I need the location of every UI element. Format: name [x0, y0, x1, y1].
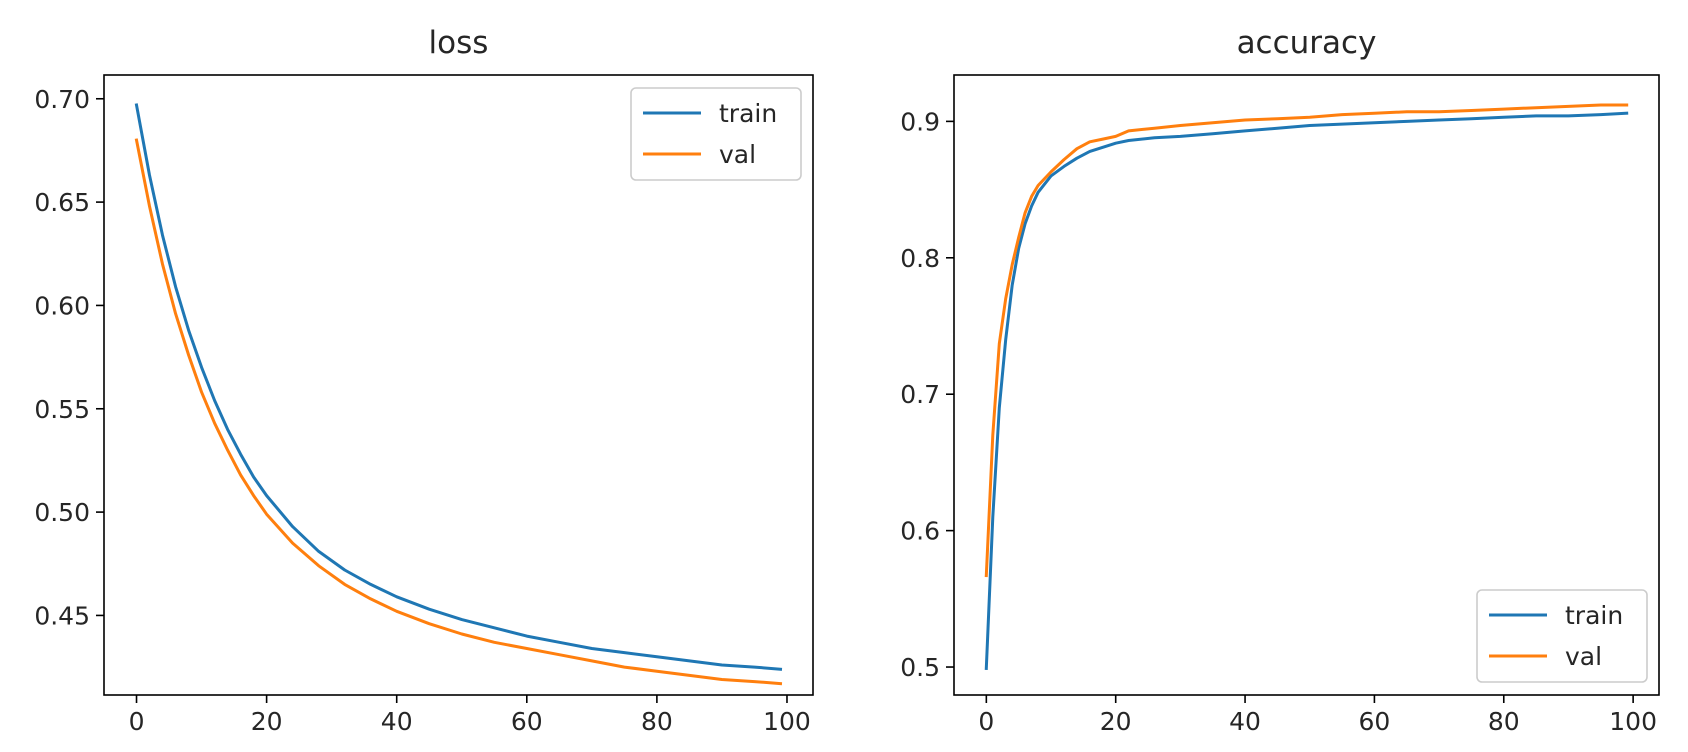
legend-label-train: train — [719, 99, 777, 128]
y-tick-label: 0.9 — [900, 107, 940, 136]
y-tick-label: 0.6 — [900, 517, 940, 546]
x-tick-label: 0 — [978, 707, 994, 736]
axes-frame — [953, 74, 1660, 696]
legend-box — [630, 87, 802, 181]
y-tick-label: 0.8 — [900, 244, 940, 273]
chart-title: loss — [429, 25, 489, 61]
series-line-train — [984, 111, 1629, 670]
legend: train val — [1476, 589, 1648, 683]
series-line-val — [984, 103, 1629, 578]
x-tick-label: 20 — [1100, 707, 1132, 736]
x-tick-label: 40 — [381, 707, 413, 736]
y-tick-label: 0.55 — [34, 395, 90, 424]
legend-label-val: val — [1565, 642, 1602, 671]
y-tick-label: 0.50 — [34, 498, 90, 527]
legend-box — [1476, 589, 1648, 683]
y-tick-label: 0.65 — [34, 188, 90, 217]
x-tick-label: 60 — [511, 707, 543, 736]
legend: train val — [630, 87, 802, 181]
legend-label-train: train — [1565, 601, 1623, 630]
series-line-train — [134, 103, 783, 671]
x-tick-label: 100 — [763, 707, 811, 736]
x-tick-label: 60 — [1359, 707, 1391, 736]
y-tick-label: 0.45 — [34, 601, 90, 630]
x-tick-label: 0 — [129, 707, 145, 736]
x-tick-label: 80 — [1488, 707, 1520, 736]
y-tick-label: 0.5 — [900, 653, 940, 682]
legend-label-val: val — [719, 140, 756, 169]
x-tick-label: 100 — [1609, 707, 1657, 736]
y-tick-label: 0.70 — [34, 85, 90, 114]
y-tick-label: 0.60 — [34, 291, 90, 320]
x-tick-label: 80 — [641, 707, 673, 736]
axes-frame — [103, 74, 814, 696]
y-tick-label: 0.7 — [900, 380, 940, 409]
subplot-loss: loss 0 20 40 60 80 100 0.45 0.50 0.55 0.60 0.65 0.70… — [34, 25, 814, 736]
chart-title: accuracy — [1237, 25, 1377, 61]
x-tick-label: 40 — [1229, 707, 1261, 736]
subplot-accuracy: accuracy 0 20 40 60 80 100 0.5 0.6 0.7 0.8 0.9 train… — [900, 25, 1660, 736]
series-line-val — [134, 138, 783, 686]
x-tick-label: 20 — [251, 707, 283, 736]
